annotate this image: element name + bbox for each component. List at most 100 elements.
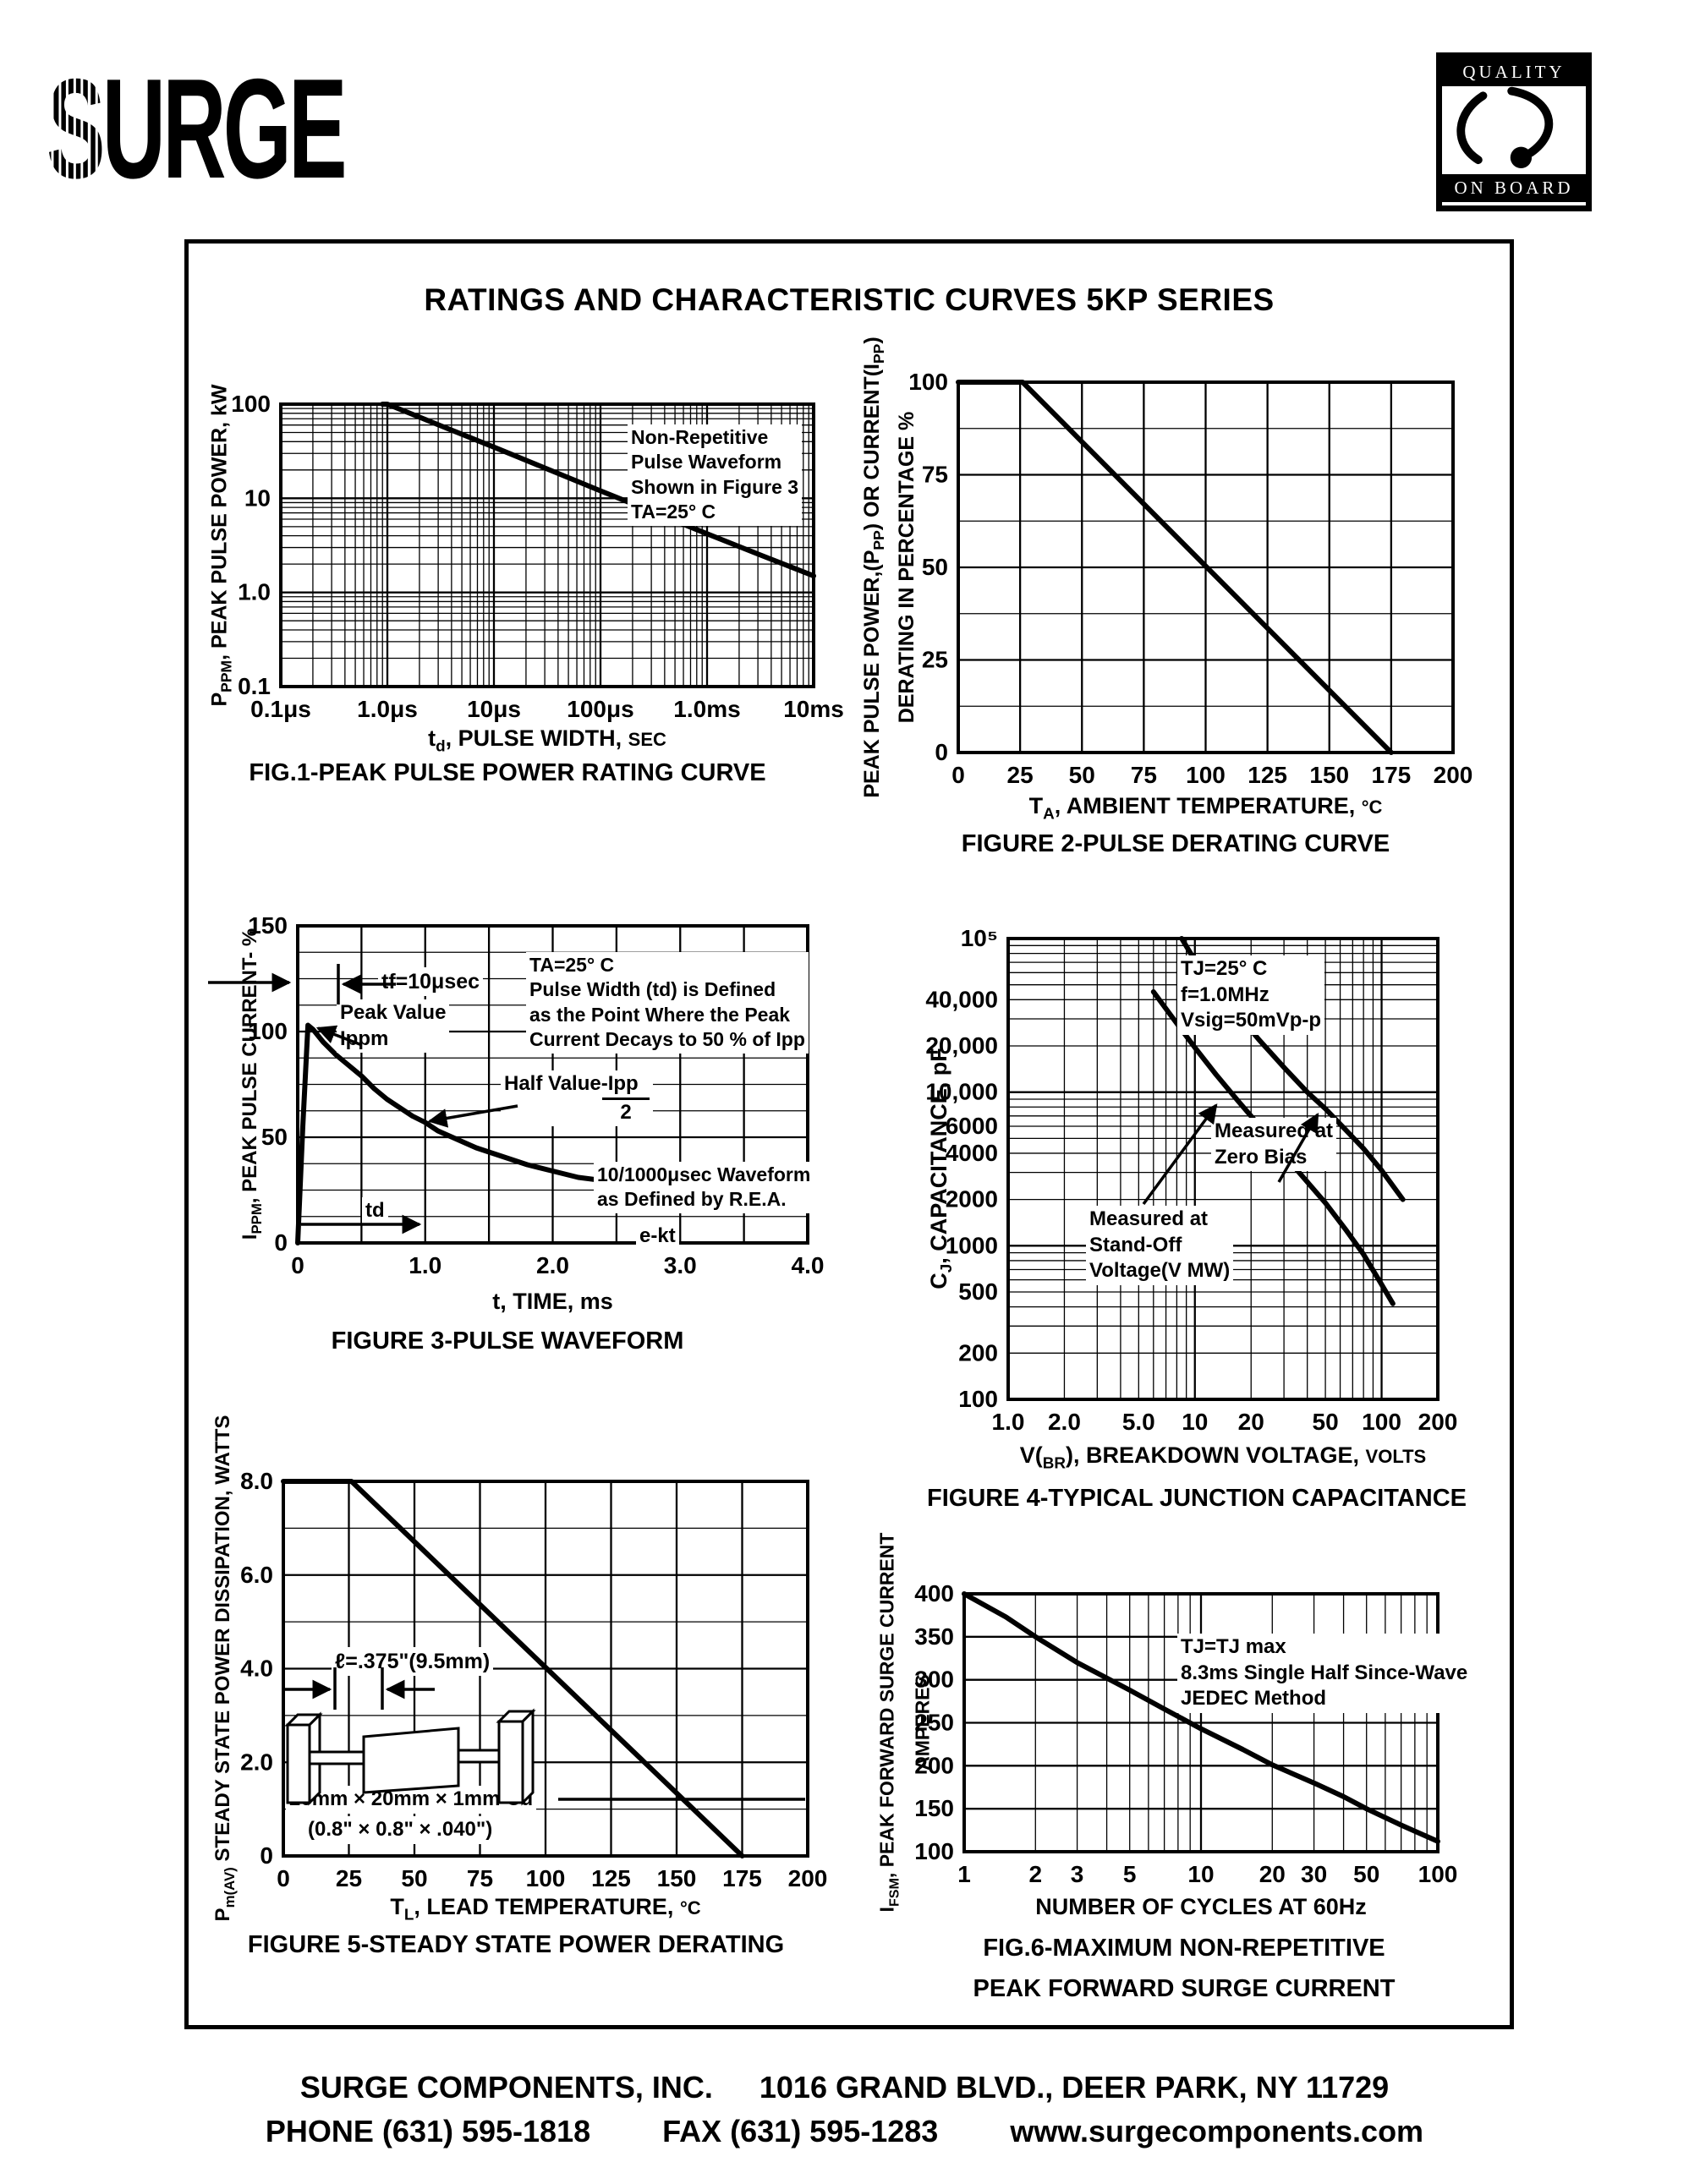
y-tick-label: 0 [260,1842,273,1869]
x-tick-label: 100 [1186,762,1226,788]
figure2-x-axis-label: TA, AMBIENT TEMPERATURE, °C [1028,793,1383,824]
figure2-y-axis-label: PEAK PULSE POWER,(PPP) OR CURRENT(IPP) D… [860,337,919,798]
x-tick-label: 5 [1123,1861,1137,1887]
figure4-zero-bias-annotation: Measured at Zero Bias [1211,1118,1337,1172]
y-tick-label: 25 [922,647,948,673]
x-tick-label: 0 [291,1252,304,1278]
y-tick-label: 200 [958,1339,998,1366]
plot-border [296,924,809,1245]
y-tick-label: 400 [914,1580,954,1607]
x-tick-label: 50 [1353,1861,1379,1887]
y-tick-label: 250 [914,1710,954,1736]
quality-swoosh-icon [1456,86,1554,168]
curve-derating [956,380,1394,755]
x-tick-label: 0 [277,1865,290,1891]
y-tick-label: 75 [922,462,948,488]
figure1-y-axis-label: PPPM, PEAK PULSE POWER, kW [207,384,235,707]
x-tick-label: 25 [1007,762,1034,788]
surge-logo-text: SURGE [47,57,348,200]
y-tick-label: 1.0 [238,579,271,605]
figure6-caption-line1: FIG.6-MAXIMUM NON-REPETITIVE [983,1935,1385,1962]
y-tick-label: 4000 [946,1140,998,1166]
quality-logo-bottom-label: ON BOARD [1442,174,1586,202]
x-tick-label: 1.0 [992,1409,1025,1435]
figure6-chart: 1 2 3 5 10 20 30 50 100 100 150 200 250 300 350 400 [914,1580,1457,1887]
figure1-chart: 0.1μs 1.0μs 10μs 100μs 1.0ms 10ms 0.1 1.0 10 100 [231,391,844,722]
figure6-caption-line2: PEAK FORWARD SURGE CURRENT [973,1975,1396,2002]
figure3-half-value-annotation: Half Value-Ipp 2 [501,1070,653,1127]
curve-surge-current [962,1591,1440,1844]
footer-fax: FAX (631) 595-1283 [662,2114,939,2148]
y-tick-label: 1000 [946,1232,998,1258]
y-tick-label: 500 [958,1278,998,1305]
x-tick-label: 1.0 [409,1252,441,1278]
x-tick-label: 200 [1418,1409,1458,1435]
plot-border [279,402,815,688]
x-tick-label: 3 [1071,1861,1084,1887]
quality-logo-top-label: QUALITY [1442,58,1586,86]
figure3-peak-value-annotation: Peak Value Ippm [337,999,450,1054]
x-tick-label: 75 [1131,762,1157,788]
x-tick-label: 10μs [467,696,521,722]
figure3-td-annotation: td [362,1197,388,1225]
x-tick-label: 1.0μs [357,696,418,722]
x-tick-label: 175 [1372,762,1412,788]
y-tick-label: 0 [935,739,948,765]
figure5-caption: FIGURE 5-STEADY STATE POWER DERATING [247,1931,785,1958]
x-tick-label: 125 [591,1865,631,1891]
y-tick-label: 150 [248,912,288,939]
figure3-conditions-annotation: TA=25° C Pulse Width (td) is Defined as … [526,952,809,1054]
footer-phone: PHONE (631) 595-1818 [265,2114,591,2148]
y-tick-label: 40,000 [925,986,998,1012]
page-title: RATINGS AND CHARACTERISTIC CURVES 5KP SE… [424,282,1275,317]
footer-company: SURGE COMPONENTS, INC. [299,2070,713,2105]
x-tick-label: 1 [957,1861,971,1887]
x-tick-label: 25 [336,1865,362,1891]
figure4-standoff-annotation: Measured at Stand-Off Voltage(V MW) [1086,1206,1234,1286]
footer-line2: PHONE (631) 595-1818 FAX (631) 595-1283 … [0,2114,1689,2149]
plot-border [282,1480,809,1858]
x-tick-label: 10 [1182,1409,1208,1435]
figure3-y-axis-label: IPPM, PEAK PULSE CURRENT- % [239,928,265,1240]
x-tick-label: 200 [788,1865,828,1891]
figure1-caption: FIG.1-PEAK PULSE POWER RATING CURVE [249,759,766,786]
y-tick-label: 2000 [946,1186,998,1212]
plot-border [957,380,1455,754]
x-tick-label: 0.1μs [250,696,311,722]
figure4-x-axis-label: V(BR), BREAKDOWN VOLTAGE, VOLTS [1019,1442,1427,1473]
plot-border [1006,937,1439,1401]
figure6-y-axis-label: IFSM, PEAK FORWARD SURGE CURRENT AMPERES [875,1532,934,1913]
figure3-ekt-annotation: e-kt [636,1223,679,1251]
y-tick-label: 100 [248,1018,288,1044]
y-tick-label: 100 [958,1386,998,1412]
x-tick-label: 50 [1313,1409,1339,1435]
x-tick-label: 100μs [567,696,633,722]
x-tick-label: 5.0 [1122,1409,1155,1435]
y-tick-label: 8.0 [240,1468,273,1494]
y-tick-label: 6000 [946,1113,998,1139]
y-tick-label: 0.1 [238,673,271,699]
y-tick-label: 6.0 [240,1562,273,1588]
y-tick-label: 200 [914,1752,954,1778]
quality-logo-emblem [1442,86,1586,174]
y-tick-label: 100 [908,369,948,395]
figure5-x-axis-label: TL, LEAD TEMPERATURE, °C [390,1894,701,1924]
y-tick-label: 10⁵ [961,925,998,951]
page-border [184,239,1514,2029]
figure5-chart: 0 25 50 75 100 125 150 175 200 0 2.0 4.0 6.0 8.0 [240,1468,828,1891]
y-tick-label: 350 [914,1623,954,1650]
x-tick-label: 30 [1301,1861,1327,1887]
y-tick-label: 50 [922,554,948,580]
figure3-caption: FIGURE 3-PULSE WAVEFORM [331,1327,684,1355]
y-tick-label: 100 [914,1838,954,1864]
x-tick-label: 3.0 [664,1252,697,1278]
x-tick-label: 2.0 [536,1252,569,1278]
x-tick-label: 150 [1309,762,1349,788]
surge-logo-urge: URGE [101,49,348,208]
x-tick-label: 175 [722,1865,762,1891]
y-tick-label: 100 [231,391,271,417]
figure6-conditions-annotation: TJ=TJ max 8.3ms Single Half Since-Wave J… [1177,1634,1472,1714]
x-tick-label: 125 [1248,762,1287,788]
figure5-lead-length-annotation: ℓ=.375"(9.5mm) [332,1647,494,1676]
figure5-cu-plate-inches-annotation: (0.8" × 0.8" × .040") [304,1816,496,1844]
